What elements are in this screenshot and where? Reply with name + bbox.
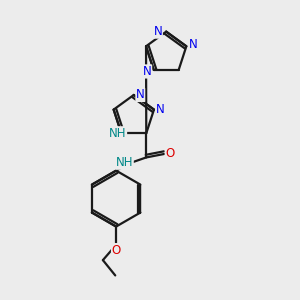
Text: NH: NH [109,127,127,140]
Text: N: N [143,65,152,78]
Text: N: N [156,103,165,116]
Text: O: O [112,244,121,256]
Text: N: N [188,38,197,51]
Text: NH: NH [116,156,133,169]
Text: O: O [165,147,174,161]
Text: N: N [154,25,162,38]
Text: N: N [136,88,145,101]
